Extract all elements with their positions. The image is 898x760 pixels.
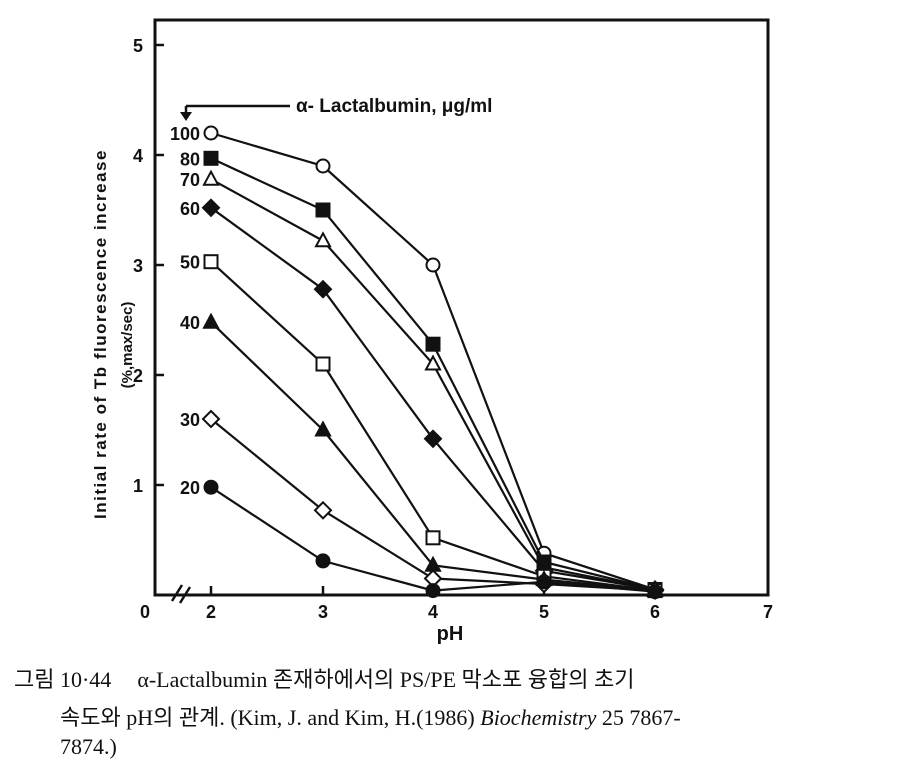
x-tick-label: 7 — [763, 602, 773, 622]
data-point-20-3 — [315, 553, 331, 569]
y-tick-label: 5 — [133, 36, 143, 56]
data-point-20-5 — [536, 574, 552, 590]
data-point-80-4 — [425, 336, 441, 352]
data-point-60-2 — [201, 198, 221, 218]
legend-title: α- Lactalbumin, μg/ml — [296, 96, 492, 117]
x-tick-label: 0 — [140, 602, 150, 622]
series-line-70 — [210, 178, 656, 591]
figure-caption-label: 그림 10·44 — [14, 667, 112, 692]
y-axis-label: Initial rate of Tb fluorescence increase — [91, 149, 110, 519]
series-label-80: 80 — [180, 149, 200, 169]
series-label-60: 60 — [180, 199, 200, 219]
plot-frame — [153, 18, 770, 597]
data-point-20-6 — [647, 584, 663, 600]
data-point-60-4 — [423, 429, 443, 449]
series-label-70: 70 — [180, 170, 200, 190]
x-tick-label: 4 — [428, 602, 438, 622]
data-point-20-2 — [203, 479, 219, 495]
axis-break-mark — [170, 584, 192, 604]
x-tick-label: 2 — [206, 602, 216, 622]
data-point-80-3 — [315, 202, 331, 218]
figure-caption-text: α-Lactalbumin 존재하에서의 PS/PE 막소포 융합의 초기 — [137, 667, 635, 692]
y-axis-unit-label: (%,max/sec) — [119, 302, 136, 389]
data-point-70-4 — [424, 354, 442, 371]
series-label-30: 30 — [180, 410, 200, 430]
y-tick-label: 3 — [133, 256, 143, 276]
data-point-40-3 — [314, 420, 332, 437]
x-tick-label: 6 — [650, 602, 660, 622]
y-tick-label: 1 — [133, 476, 143, 496]
y-tick-label: 2 — [133, 366, 143, 386]
data-point-60-3 — [313, 279, 333, 299]
series-label-20: 20 — [180, 478, 200, 498]
data-point-50-4 — [425, 530, 441, 546]
figure-caption-pages: 25 7867- — [596, 705, 681, 730]
figure-caption-line2: 속도와 pH의 관계. (Kim, J. and Kim, H.(1986) B… — [60, 700, 898, 732]
data-point-20-4 — [425, 583, 441, 599]
data-point-40-2 — [202, 312, 220, 329]
data-point-70-3 — [314, 231, 332, 248]
x-tick-label: 3 — [318, 602, 328, 622]
data-point-100-4 — [425, 257, 441, 273]
series-label-50: 50 — [180, 253, 200, 273]
series-label-100: 100 — [170, 124, 200, 144]
data-point-70-2 — [202, 169, 220, 186]
data-point-100-3 — [315, 158, 331, 174]
y-tick-label: 4 — [133, 146, 143, 166]
legend-arrow-head — [180, 112, 192, 121]
data-point-30-3 — [313, 500, 333, 520]
x-tick-label: 5 — [539, 602, 549, 622]
figure-caption-citation: 속도와 pH의 관계. (Kim, J. and Kim, H.(1986) — [60, 705, 481, 730]
x-axis-label: pH — [437, 623, 464, 645]
data-point-80-2 — [203, 150, 219, 166]
chart-svg: 0 2 3 4 5 6 7 pH 1 2 3 4 5 Initial rate of Tb fluores… — [91, 18, 773, 645]
data-point-50-3 — [315, 356, 331, 372]
series-label-40: 40 — [180, 313, 200, 333]
series-line-80 — [210, 157, 656, 591]
figure-caption-journal: Biochemistry — [480, 705, 597, 730]
data-point-100-2 — [203, 125, 219, 141]
data-point-30-2 — [201, 409, 221, 429]
figure-caption-line1: 그림 10·44 α-Lactalbumin 존재하에서의 PS/PE 막소포 융… — [14, 662, 898, 694]
figure-caption-line3: 7874.) — [60, 734, 117, 759]
data-point-50-2 — [203, 254, 219, 270]
